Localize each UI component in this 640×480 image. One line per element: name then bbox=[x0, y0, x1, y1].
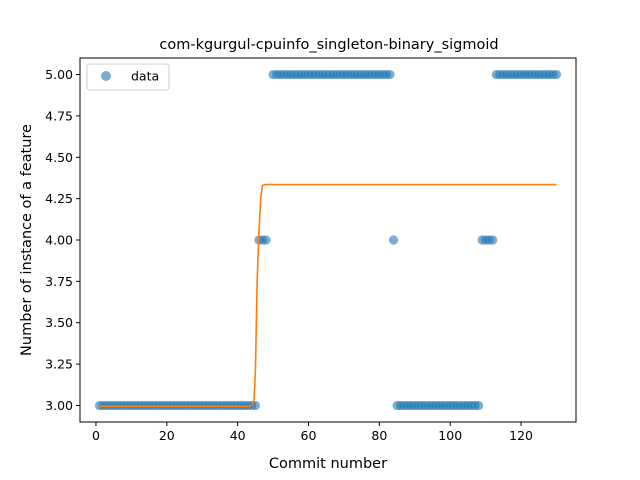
y-tick-label: 4.25 bbox=[45, 191, 73, 206]
y-tick-label: 3.00 bbox=[45, 398, 73, 413]
legend: data bbox=[86, 63, 170, 91]
y-tick-label: 3.75 bbox=[45, 274, 73, 289]
x-tick-label: 120 bbox=[509, 428, 533, 443]
data-point-128 bbox=[551, 69, 562, 80]
y-tick-label: 4.00 bbox=[45, 233, 73, 248]
chart-title: com-kgurgul-cpuinfo_singleton-binary_sig… bbox=[159, 37, 498, 53]
y-tick-label: 4.50 bbox=[45, 150, 73, 165]
y-tick-label: 5.00 bbox=[45, 67, 73, 82]
data-point-110 bbox=[488, 235, 498, 245]
legend-marker-data bbox=[101, 71, 111, 81]
y-axis: 3.00 3.25 3.50 3.75 4.00 4.25 4.50 4.75 5.00 bbox=[45, 67, 80, 413]
x-axis-label: Commit number bbox=[269, 456, 387, 472]
x-tick-label: 80 bbox=[371, 428, 387, 443]
data-point-47 bbox=[261, 235, 271, 245]
x-tick-label: 40 bbox=[230, 428, 246, 443]
sigmoid-fit-line bbox=[99, 183, 557, 408]
x-tick-label: 20 bbox=[159, 428, 175, 443]
x-tick-label: 0 bbox=[92, 428, 100, 443]
plot-area bbox=[94, 69, 562, 411]
data-point-81 bbox=[385, 69, 395, 80]
y-tick-label: 3.50 bbox=[45, 315, 73, 330]
legend-label-data: data bbox=[131, 69, 159, 84]
data-point-106 bbox=[473, 400, 484, 411]
data-point-82 bbox=[388, 235, 399, 245]
y-tick-label: 3.25 bbox=[45, 357, 73, 372]
legend-box bbox=[86, 63, 170, 91]
x-tick-label: 60 bbox=[301, 428, 317, 443]
y-axis-label: Number of instance of a feature bbox=[19, 124, 35, 356]
x-tick-label: 100 bbox=[438, 428, 462, 443]
x-axis: 0 20 40 60 80 100 120 bbox=[92, 422, 533, 443]
y-tick-label: 4.75 bbox=[45, 108, 73, 123]
